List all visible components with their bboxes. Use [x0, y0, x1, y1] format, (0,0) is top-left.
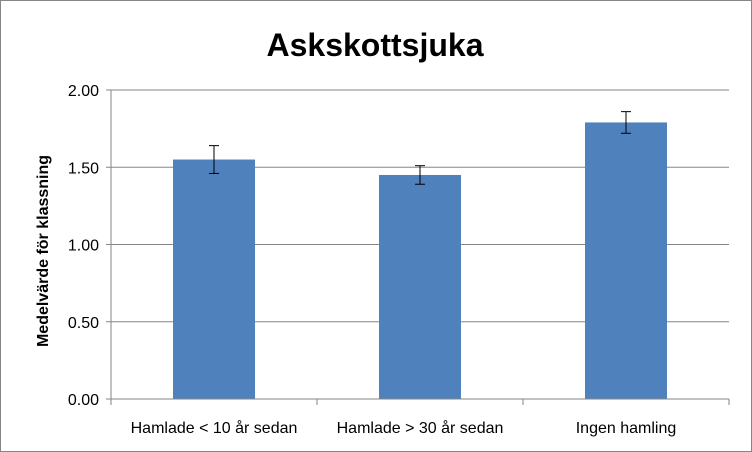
y-axis-label: Medelvärde för klassning	[35, 155, 52, 347]
y-tick-label: 0.00	[68, 392, 99, 409]
y-tick-labels: 0.00 0.50 1.00 1.50 2.00	[68, 83, 111, 409]
bar	[585, 122, 667, 399]
y-tick-label: 1.50	[68, 160, 99, 177]
error-bar	[415, 165, 425, 185]
x-tick-label: Hamlade > 30 år sedan	[337, 419, 504, 437]
x-tick-label: Hamlade < 10 år sedan	[131, 419, 298, 437]
error-bars	[209, 111, 631, 185]
bar	[173, 159, 255, 399]
error-bar	[209, 145, 219, 174]
x-tick-label: Ingen hamling	[576, 420, 677, 437]
error-bar	[621, 111, 631, 134]
axes	[110, 90, 729, 405]
y-tick-label: 1.00	[68, 238, 99, 255]
chart-title: Askskottsjuka	[267, 27, 484, 63]
bars	[173, 122, 667, 399]
bar	[379, 174, 461, 399]
y-tick-label: 0.50	[68, 315, 99, 332]
x-tick-labels: Hamlade < 10 år sedan Hamlade > 30 år sed…	[131, 399, 730, 437]
y-tick-label: 2.00	[68, 83, 99, 100]
